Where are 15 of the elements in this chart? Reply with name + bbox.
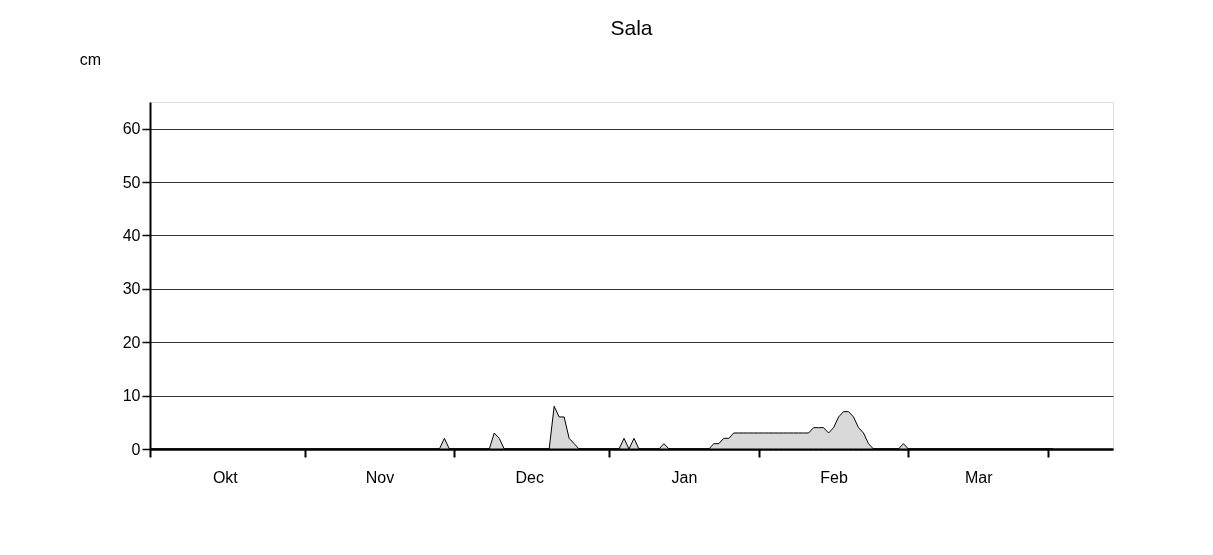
x-tick-label: Okt [212,468,239,486]
chart-title: Sala [610,16,653,39]
y-tick-label: 20 [122,333,141,351]
x-tick-label: Mar [965,468,994,486]
x-tick-label: Jan [671,468,698,486]
x-tick-label: Feb [820,468,848,486]
y-tick-label: 0 [131,440,141,458]
y-tick-label: 30 [122,280,141,298]
x-tick-label: Nov [365,468,395,486]
y-tick-label: 40 [122,226,141,244]
y-tick-label: 10 [122,387,141,405]
y-tick-label: 60 [122,120,141,138]
y-tick-label: 50 [122,173,141,191]
y-axis-title: cm [79,50,102,68]
x-tick-label: Dec [515,468,544,486]
